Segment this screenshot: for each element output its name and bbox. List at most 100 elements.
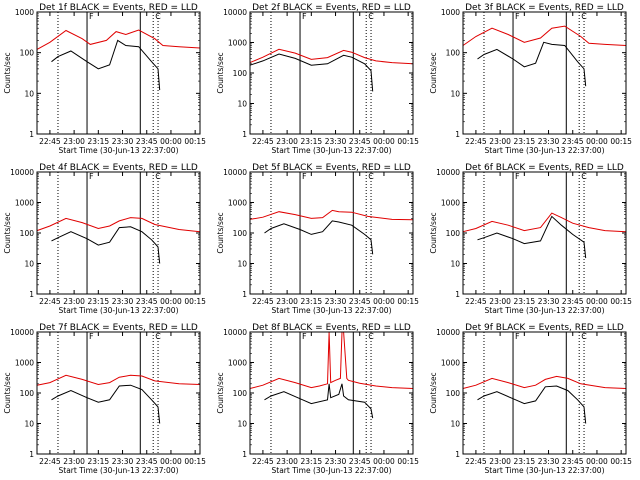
series-line-events: [477, 385, 587, 424]
panel-title: Det 6f BLACK = Events, RED = LLD: [465, 163, 624, 173]
series-line-lld: [249, 331, 414, 389]
y-tick-label: 1000: [228, 39, 247, 48]
marker-flag-F: F: [89, 12, 94, 21]
y-tick-label: 10000: [436, 328, 460, 337]
x-tick-label: 00:15: [397, 297, 419, 306]
x-tick-label: 23:30: [538, 457, 560, 466]
y-tick-label: 1: [29, 290, 34, 299]
x-tick-label: 23:45: [349, 137, 371, 146]
x-tick-label: 23:30: [538, 297, 560, 306]
marker-flag-C: C: [368, 12, 374, 21]
y-tick-label: 100: [446, 229, 461, 238]
series-line-events: [477, 215, 587, 259]
series-line-events: [51, 39, 161, 91]
marker-flag-F: F: [515, 172, 520, 181]
y-tick-label: 1000: [228, 359, 247, 368]
x-tick-label: 00:15: [610, 297, 632, 306]
y-tick-label: 10: [24, 420, 34, 429]
y-tick-label: 10: [237, 100, 247, 109]
x-tick-label: 23:15: [301, 457, 323, 466]
y-tick-label: 1000: [15, 199, 34, 208]
x-tick-label: 00:00: [160, 297, 182, 306]
panel-title: Det 7f BLACK = Events, RED = LLD: [39, 323, 198, 333]
y-tick-label: 1000: [441, 359, 460, 368]
x-tick-label: 23:45: [562, 137, 584, 146]
y-tick-label: 10: [237, 260, 247, 269]
y-axis-label: Counts/sec: [3, 212, 12, 253]
y-tick-label: 1000: [228, 199, 247, 208]
marker-flag-C: C: [581, 332, 587, 341]
y-tick-label: 1000: [15, 359, 34, 368]
x-tick-label: 00:15: [184, 457, 206, 466]
x-tick-label: 23:15: [301, 297, 323, 306]
y-axis-label: Counts/sec: [216, 52, 225, 93]
series-line-lld: [36, 374, 201, 386]
x-tick-label: 23:30: [112, 137, 134, 146]
x-tick-label: 23:45: [562, 297, 584, 306]
x-tick-label: 00:15: [397, 457, 419, 466]
y-tick-label: 1: [242, 130, 247, 139]
y-axis-label: Counts/sec: [3, 372, 12, 413]
y-tick-label: 1: [242, 290, 247, 299]
x-tick-label: 00:00: [160, 457, 182, 466]
y-tick-label: 10: [450, 260, 460, 269]
y-tick-label: 10000: [223, 328, 247, 337]
panel-title: Det 8f BLACK = Events, RED = LLD: [252, 323, 411, 333]
panel-title: Det 5f BLACK = Events, RED = LLD: [252, 163, 411, 173]
x-tick-label: 23:15: [514, 457, 536, 466]
series-line-events: [264, 383, 374, 419]
marker-flag-F: F: [89, 172, 94, 181]
x-tick-label: 22:45: [465, 137, 487, 146]
y-tick-label: 1000: [441, 199, 460, 208]
x-axis-label: Start Time (30-Jun-13 22:37:00): [485, 466, 605, 475]
y-tick-label: 1: [455, 290, 460, 299]
x-tick-label: 23:00: [276, 297, 298, 306]
x-tick-label: 23:00: [63, 457, 85, 466]
x-tick-label: 23:00: [489, 457, 511, 466]
x-tick-label: 22:45: [39, 297, 61, 306]
y-axis-label: Counts/sec: [216, 212, 225, 253]
x-tick-label: 23:30: [112, 457, 134, 466]
marker-flag-F: F: [515, 12, 520, 21]
x-tick-label: 00:15: [184, 137, 206, 146]
marker-flag-C: C: [581, 12, 587, 21]
x-axis-label: Start Time (30-Jun-13 22:37:00): [59, 146, 179, 155]
x-tick-label: 23:15: [88, 297, 110, 306]
y-tick-label: 1: [455, 130, 460, 139]
x-tick-label: 23:30: [538, 137, 560, 146]
x-tick-label: 00:00: [586, 457, 608, 466]
y-tick-label: 100: [20, 229, 35, 238]
y-tick-label: 1000: [15, 8, 34, 17]
y-tick-label: 100: [233, 69, 248, 78]
series-line-lld: [36, 217, 201, 233]
x-tick-label: 00:15: [610, 457, 632, 466]
x-tick-label: 22:45: [39, 457, 61, 466]
y-tick-label: 1: [29, 130, 34, 139]
y-axis-label: Counts/sec: [429, 52, 438, 93]
x-tick-label: 23:30: [325, 137, 347, 146]
y-tick-label: 100: [446, 389, 461, 398]
x-axis-label: Start Time (30-Jun-13 22:37:00): [485, 306, 605, 315]
x-tick-label: 23:45: [136, 457, 158, 466]
x-tick-label: 00:00: [373, 457, 395, 466]
x-tick-label: 23:45: [349, 457, 371, 466]
marker-flag-C: C: [581, 172, 587, 181]
x-tick-label: 23:45: [349, 297, 371, 306]
y-tick-label: 10000: [436, 168, 460, 177]
x-axis-label: Start Time (30-Jun-13 22:37:00): [59, 466, 179, 475]
y-axis-label: Counts/sec: [3, 52, 12, 93]
y-tick-label: 10: [24, 260, 34, 269]
x-tick-label: 23:15: [514, 297, 536, 306]
x-tick-label: 00:00: [160, 137, 182, 146]
y-tick-label: 100: [20, 389, 35, 398]
panel-title: Det 1f BLACK = Events, RED = LLD: [39, 3, 198, 13]
series-line-lld: [462, 25, 627, 46]
y-tick-label: 10000: [223, 168, 247, 177]
y-tick-label: 10: [450, 89, 460, 98]
